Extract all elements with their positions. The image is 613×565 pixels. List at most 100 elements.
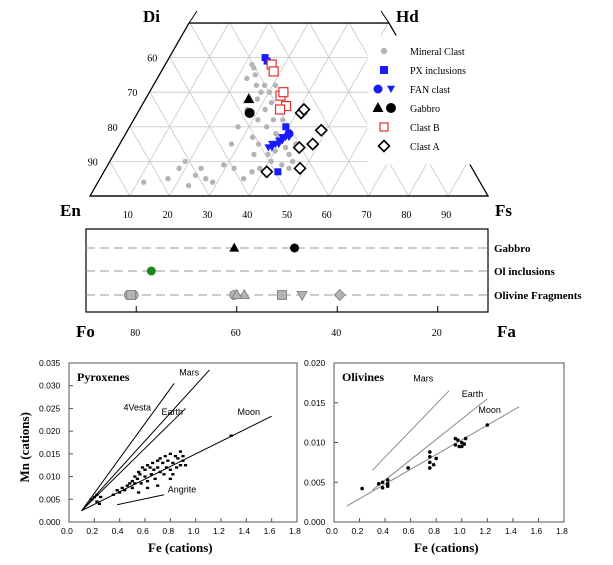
- legend-marker-5: [377, 139, 391, 153]
- olivine-tick-label: 20: [432, 328, 442, 339]
- ternary-point-mineral-clast-shape: [256, 165, 263, 172]
- pyroxenes-point-shape: [133, 482, 137, 485]
- legend-marker-5-shape: [377, 139, 391, 153]
- pyroxenes-point: [135, 477, 139, 481]
- pyroxenes-point: [133, 482, 137, 485]
- ternary-point-mineral-clast: [286, 165, 292, 172]
- pyroxenes-point: [176, 457, 180, 460]
- pyroxenes-ref-line: [81, 369, 210, 511]
- ternary-bottom-tick: 10: [123, 210, 133, 221]
- pyroxenes-point-shape: [158, 470, 162, 474]
- legend-marker-3b: [386, 103, 396, 113]
- ternary-point-mineral-clast: [253, 82, 260, 88]
- ternary-point-mineral-clast-shape: [253, 82, 260, 88]
- pyroxenes-point-shape: [137, 470, 141, 474]
- pyroxenes-ytick-label: 0.010: [39, 472, 61, 482]
- ternary-point-mineral-clast-shape: [280, 117, 286, 123]
- pyroxenes-point: [140, 466, 145, 469]
- pyroxenes-point: [128, 482, 132, 485]
- ternary-point-mineral-clast: [231, 165, 237, 172]
- pyroxenes-ytick-label: 0.030: [39, 381, 61, 391]
- pyroxenes-point: [111, 493, 115, 496]
- ternary-point-mineral-clast-shape: [182, 158, 188, 165]
- ternary-point-clast-a-shape: [292, 140, 306, 155]
- ternary-left-tick: 70: [127, 88, 137, 99]
- ternary-point-px-inclusions: [274, 168, 282, 176]
- olivines-frame: [333, 362, 565, 523]
- olivine-tick-label: 40: [331, 328, 341, 339]
- pyroxenes-point-shape: [173, 454, 177, 458]
- olivine-point: [290, 243, 300, 253]
- ternary-point-mineral-clast-shape: [273, 131, 279, 137]
- ternary-point-mineral-clast-shape: [244, 75, 250, 82]
- ternary-point-mineral-clast: [261, 82, 268, 88]
- ternary-point-clast-b-shape: [268, 66, 279, 77]
- pyroxenes-point: [158, 457, 162, 460]
- olivines-point: [428, 466, 432, 470]
- pyroxenes-point: [166, 459, 170, 462]
- ternary-point-mineral-clast-shape: [231, 165, 237, 172]
- ternary-point-mineral-clast-shape: [240, 176, 247, 182]
- pyroxenes-ref-line: [81, 415, 272, 512]
- pyroxenes-point: [158, 470, 162, 474]
- ternary-point-gabbro-triangle-shape: [243, 93, 255, 104]
- ternary-point-px-inclusions-shape: [274, 168, 282, 176]
- ternary-point-mineral-clast-shape: [272, 82, 279, 88]
- pyroxenes-frame: [68, 362, 298, 523]
- pyroxenes-point: [130, 479, 134, 483]
- legend-marker-1: [380, 66, 388, 74]
- pyroxenes-point: [161, 461, 165, 465]
- olivines-point: [428, 450, 432, 454]
- ternary-point-mineral-clast: [141, 179, 147, 185]
- ternary-point-mineral-clast-shape: [258, 89, 264, 95]
- olivine-point: [126, 290, 137, 300]
- ternary-point-clast-a: [292, 140, 306, 155]
- legend-label: Gabbro: [410, 104, 440, 115]
- olivines-point: [376, 482, 381, 486]
- pyroxenes-point-shape: [162, 473, 166, 476]
- olivines-xtick-label: 1.2: [479, 526, 491, 536]
- ternary-point-mineral-clast: [252, 72, 258, 78]
- ternary-bottom-tick: 50: [282, 210, 292, 221]
- ternary-point-fan-clast-triangle-shape: [267, 144, 276, 152]
- pyroxenes-point: [181, 459, 185, 462]
- legend-marker-4-shape: [379, 122, 389, 132]
- olivine-tick-label: 80: [130, 328, 140, 339]
- pyroxenes-point-shape: [178, 464, 183, 467]
- olivines-xtick-label: 1.6: [530, 526, 542, 536]
- olivine-point-shape: [296, 290, 308, 302]
- ternary-point-clast-b: [278, 87, 289, 98]
- olivines-point: [428, 455, 432, 459]
- ternary-point-mineral-clast-shape: [252, 72, 258, 78]
- pyroxenes-point-shape: [130, 479, 134, 483]
- ternary-point-clast-b: [268, 66, 279, 77]
- pyroxenes-point-shape: [168, 468, 172, 471]
- ternary-point-mineral-clast-shape: [255, 117, 261, 123]
- ternary-point-mineral-clast: [258, 89, 264, 95]
- pyroxenes-point-shape: [118, 491, 122, 494]
- ternary-point-clast-b-shape: [274, 104, 286, 115]
- ternary-point-mineral-clast: [251, 151, 257, 158]
- pyroxenes-point-shape: [166, 459, 170, 462]
- legend-label: FAN clast: [410, 85, 450, 96]
- ternary-point-mineral-clast-shape: [286, 151, 292, 158]
- pyroxenes-point: [125, 484, 129, 487]
- olivines-point: [456, 438, 460, 442]
- ternary-point-mineral-clast-shape: [255, 141, 262, 147]
- pyroxenes-point: [95, 493, 99, 496]
- olivine-point-shape: [146, 266, 156, 276]
- ternary-point-mineral-clast: [286, 151, 292, 158]
- pyroxenes-point-shape: [120, 486, 124, 490]
- ternary-bottom-tick: 30: [202, 210, 212, 221]
- ternary-point-px-inclusions: [282, 123, 290, 131]
- pyroxenes-point-shape: [156, 459, 160, 462]
- ternary-mask: [0, 0, 613, 23]
- pyroxenes-ref-line: [81, 408, 186, 511]
- olivines-point: [463, 436, 468, 441]
- ternary-point-mineral-clast-shape: [235, 124, 241, 130]
- olivines-ref-label: Earth: [462, 389, 484, 399]
- pyroxenes-point-shape: [183, 464, 188, 467]
- olivines-point: [380, 486, 385, 490]
- ternary-bottom-tick: 60: [322, 210, 332, 221]
- ternary-point-px-inclusions-shape: [282, 123, 290, 131]
